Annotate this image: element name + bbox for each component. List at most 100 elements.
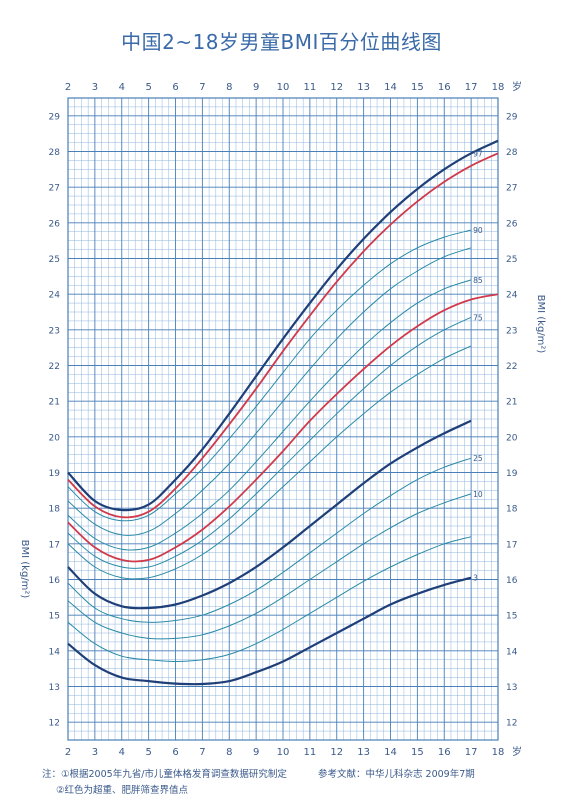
x-tick-label-bottom: 13 bbox=[357, 747, 370, 758]
percentile-line-3 bbox=[67, 576, 472, 686]
x-tick-label-bottom: 10 bbox=[277, 747, 290, 758]
percentile-line-series-11 bbox=[67, 152, 499, 519]
series-labels: 3 10 25 75 85 90 97 bbox=[473, 149, 483, 582]
note-red-meaning: ②红色为超重、肥胖筛查界值点 bbox=[56, 785, 189, 796]
percentile-line-series-9 bbox=[67, 247, 472, 536]
y-axis-title-right: BMI (kg/m²) bbox=[535, 295, 546, 354]
y-tick-label-right: 14 bbox=[506, 647, 518, 657]
y-tick-label-right: 19 bbox=[506, 469, 518, 479]
y-tick-label-left: 14 bbox=[49, 647, 61, 657]
x-tick-label-top: 9 bbox=[253, 82, 259, 93]
y-tick-label-left: 21 bbox=[49, 398, 60, 408]
y-tick-label-left: 16 bbox=[49, 576, 61, 586]
x-tick-label-top: 11 bbox=[304, 82, 317, 93]
plot-frame bbox=[67, 97, 499, 741]
x-tick-label-bottom: 7 bbox=[199, 747, 205, 758]
note-reference: 参考文献：中华儿科杂志 2009年7期 bbox=[318, 769, 475, 780]
x-tick-label-bottom: 14 bbox=[384, 747, 397, 758]
y-tick-label-left: 28 bbox=[49, 148, 61, 158]
percentile-line-90 bbox=[67, 229, 472, 522]
y-tick-label-right: 21 bbox=[506, 398, 517, 408]
percentile-line-75 bbox=[67, 316, 472, 569]
y-tick-label-right: 12 bbox=[506, 719, 517, 729]
x-tick-label-top: 6 bbox=[172, 82, 178, 93]
y-tick-label-right: 25 bbox=[506, 255, 517, 265]
y-tick-label-right: 16 bbox=[506, 576, 518, 586]
y-tick-label-left: 19 bbox=[49, 469, 61, 479]
percentile-line-25 bbox=[67, 457, 472, 623]
percentile-label-75: 75 bbox=[473, 313, 483, 322]
y-tick-label-right: 18 bbox=[506, 505, 518, 515]
percentile-line-10 bbox=[67, 493, 472, 640]
page-title: 中国2~18岁男童BMI百分位曲线图 bbox=[121, 30, 442, 54]
y-tick-label-left: 12 bbox=[49, 719, 60, 729]
note-source: 注：①根据2005年九省/市儿童体格发育调查数据研究制定 bbox=[42, 769, 287, 780]
y-tick-label-left: 24 bbox=[49, 291, 61, 301]
x-tick-label-bottom: 3 bbox=[92, 747, 98, 758]
x-tick-label-top: 18 bbox=[492, 82, 505, 93]
percentile-label-90: 90 bbox=[473, 226, 483, 235]
y-tick-label-right: 17 bbox=[506, 540, 517, 550]
x-tick-label-bottom: 9 bbox=[253, 747, 259, 758]
y-tick-label-left: 27 bbox=[49, 184, 60, 194]
y-tick-label-right: 29 bbox=[506, 112, 518, 122]
percentile-line-series-5 bbox=[67, 345, 472, 580]
y-tick-label-right: 27 bbox=[506, 184, 517, 194]
x-unit-bottom: 岁 bbox=[512, 745, 522, 758]
percentile-label-97: 97 bbox=[473, 149, 483, 158]
x-tick-label-top: 14 bbox=[384, 82, 397, 93]
percentile-curves bbox=[67, 139, 499, 686]
x-tick-label-bottom: 18 bbox=[492, 747, 505, 758]
percentile-label-85: 85 bbox=[473, 276, 483, 285]
y-tick-label-right: 23 bbox=[506, 326, 517, 336]
percentile-line-97 bbox=[67, 139, 499, 512]
x-tick-label-top: 2 bbox=[65, 82, 71, 93]
x-tick-label-bottom: 4 bbox=[119, 747, 125, 758]
x-tick-label-top: 13 bbox=[357, 82, 370, 93]
x-tick-label-bottom: 6 bbox=[172, 747, 178, 758]
y-tick-label-right: 13 bbox=[506, 683, 517, 693]
x-tick-label-top: 17 bbox=[465, 82, 478, 93]
y-tick-label-left: 23 bbox=[49, 326, 60, 336]
x-tick-label-top: 7 bbox=[199, 82, 205, 93]
x-tick-label-top: 3 bbox=[92, 82, 98, 93]
x-tick-label-bottom: 12 bbox=[330, 747, 343, 758]
x-tick-label-top: 10 bbox=[277, 82, 290, 93]
percentile-line-85 bbox=[67, 279, 472, 551]
x-tick-label-bottom: 11 bbox=[304, 747, 317, 758]
y-tick-label-left: 29 bbox=[49, 112, 61, 122]
x-tick-label-bottom: 15 bbox=[411, 747, 424, 758]
x-tick-label-top: 4 bbox=[119, 82, 125, 93]
y-tick-label-right: 20 bbox=[506, 433, 518, 443]
percentile-label-10: 10 bbox=[473, 490, 483, 499]
percentile-line-series-7 bbox=[67, 293, 499, 563]
y-tick-label-right: 22 bbox=[506, 362, 517, 372]
x-tick-label-top: 16 bbox=[438, 82, 451, 93]
y-tick-label-right: 24 bbox=[506, 291, 518, 301]
x-tick-label-bottom: 16 bbox=[438, 747, 451, 758]
x-tick-label-top: 5 bbox=[145, 82, 151, 93]
y-tick-label-left: 25 bbox=[49, 255, 60, 265]
y-tick-label-left: 17 bbox=[49, 540, 60, 550]
y-tick-label-right: 28 bbox=[506, 148, 518, 158]
y-tick-label-left: 22 bbox=[49, 362, 60, 372]
y-tick-label-left: 15 bbox=[49, 612, 60, 622]
grid-major bbox=[67, 97, 499, 741]
percentile-label-25: 25 bbox=[473, 454, 483, 463]
x-tick-label-bottom: 5 bbox=[145, 747, 151, 758]
x-tick-label-bottom: 2 bbox=[65, 747, 71, 758]
x-tick-label-bottom: 8 bbox=[226, 747, 232, 758]
y-tick-label-right: 26 bbox=[506, 219, 518, 229]
x-unit-top: 岁 bbox=[512, 80, 522, 93]
y-axis-title-left: BMI (kg/m²) bbox=[19, 540, 30, 599]
x-tick-label-top: 12 bbox=[330, 82, 343, 93]
tick-labels: 2233445566778899101011111212131314141515… bbox=[19, 80, 546, 758]
x-tick-label-top: 15 bbox=[411, 82, 424, 93]
percentile-line-series-1 bbox=[67, 536, 472, 663]
x-tick-label-bottom: 17 bbox=[465, 747, 478, 758]
y-tick-label-left: 26 bbox=[49, 219, 61, 229]
x-tick-label-top: 8 bbox=[226, 82, 232, 93]
y-tick-label-left: 13 bbox=[49, 683, 60, 693]
percentile-line-series-3 bbox=[67, 419, 472, 610]
